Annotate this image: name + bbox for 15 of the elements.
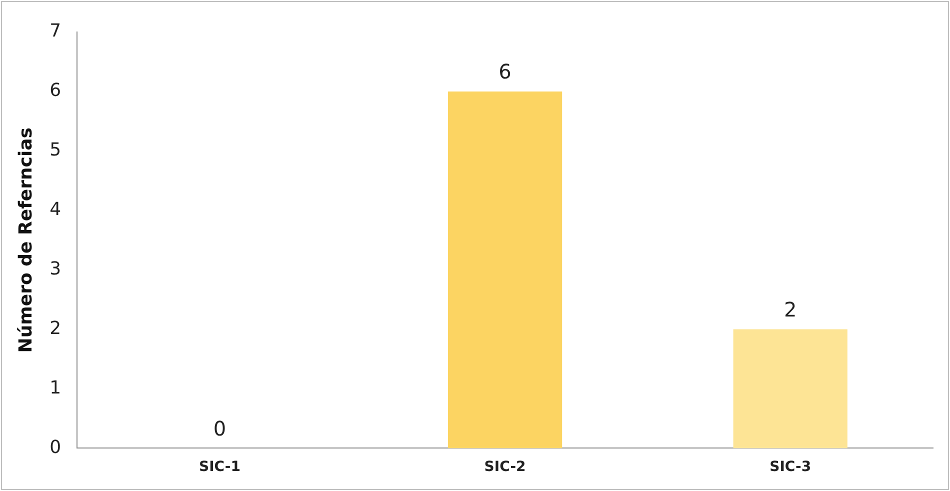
x-tick-label: SIC-1 xyxy=(198,459,240,476)
y-tick-label: 2 xyxy=(50,318,62,339)
data-label: 6 xyxy=(498,60,512,84)
y-tick-label: 4 xyxy=(50,199,62,220)
y-tick-label: 3 xyxy=(50,258,62,280)
data-label: 0 xyxy=(213,416,226,440)
x-tick-label: SIC-3 xyxy=(770,459,812,476)
y-tick-label: 1 xyxy=(50,377,62,398)
y-tick-label: 5 xyxy=(50,140,62,161)
y-tick-label: 7 xyxy=(50,20,62,42)
data-label: 2 xyxy=(784,297,797,322)
y-axis-title: Número de Referncias xyxy=(15,127,36,353)
x-tick-label: SIC-2 xyxy=(484,459,526,476)
y-tick-label: 6 xyxy=(50,80,62,102)
y-tick-label: 0 xyxy=(50,436,62,458)
